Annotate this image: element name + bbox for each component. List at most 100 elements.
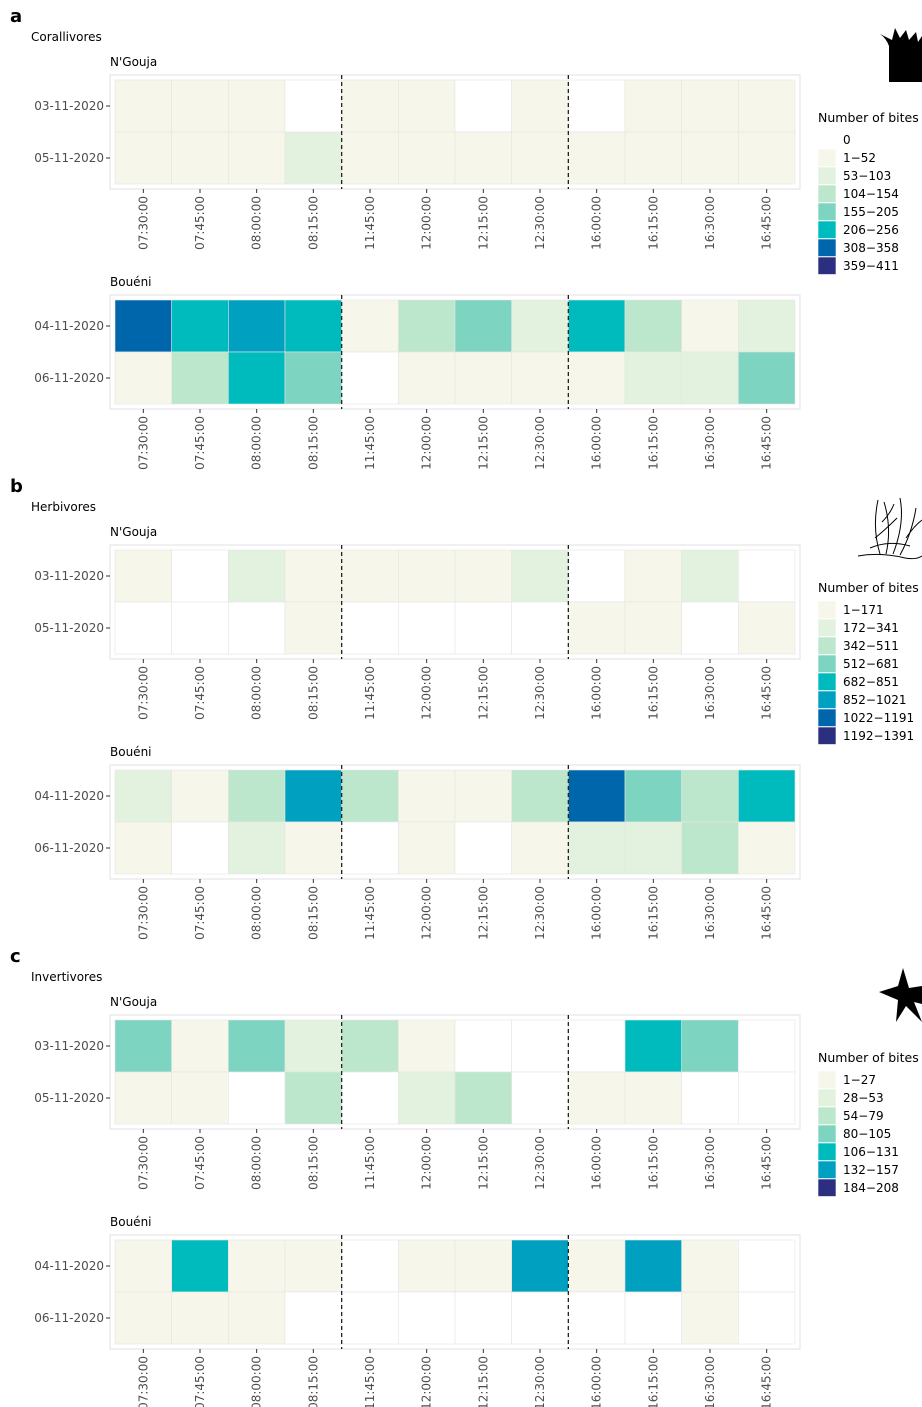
x-tick-label: 11:45:00 — [363, 416, 377, 470]
heatmap-cell — [454, 1019, 512, 1073]
heatmap-cell — [171, 1019, 229, 1073]
legend: Number of bites 0 1−52 53−103 104−154 155−205… — [817, 110, 919, 275]
heatmap-cell — [284, 1071, 342, 1125]
heatmap-cell — [624, 549, 682, 603]
legend-label: 106−131 — [843, 1145, 899, 1159]
heatmap-cell — [284, 1239, 342, 1293]
x-tick-label: 08:00:00 — [250, 666, 264, 720]
site-heatmap: Bouéni 04-11-2020 06-11-2020 07:30:00 07:45:… — [34, 275, 801, 470]
legend-label: 53−103 — [843, 169, 891, 183]
y-tick-label: 03-11-2020 — [34, 1039, 104, 1053]
legend-label: 1−27 — [843, 1073, 876, 1087]
heatmap-cell — [624, 131, 682, 185]
heatmap-cell — [511, 351, 569, 405]
legend-key — [817, 654, 837, 673]
x-tick-label: 16:30:00 — [703, 1356, 717, 1407]
x-tick-label: 07:45:00 — [193, 886, 207, 940]
x-tick-label: 16:45:00 — [760, 196, 774, 250]
heatmap-cell — [738, 299, 796, 353]
legend-key — [817, 690, 837, 709]
legend-key — [817, 166, 837, 185]
heatmap-cell — [738, 131, 796, 185]
heatmap-cell — [341, 549, 399, 603]
y-tick-label: 05-11-2020 — [34, 1091, 104, 1105]
site-title: N'Gouja — [110, 525, 157, 539]
heatmap-cell — [398, 1071, 456, 1125]
site-title: Bouéni — [110, 275, 152, 289]
heatmap-cell — [284, 549, 342, 603]
heatmap-cell — [398, 299, 456, 353]
x-tick-label: 16:00:00 — [590, 416, 604, 470]
legend-label: 1022−1191 — [843, 711, 914, 725]
y-tick-label: 03-11-2020 — [34, 99, 104, 113]
heatmap-cell — [228, 601, 286, 655]
x-tick-label: 12:15:00 — [476, 666, 490, 720]
heatmap-cell — [284, 299, 342, 353]
heatmap-cell — [624, 601, 682, 655]
heatmap-cell — [114, 1071, 172, 1125]
x-tick-label: 08:15:00 — [306, 416, 320, 470]
heatmap-cell — [341, 351, 399, 405]
heatmap-cell — [171, 601, 229, 655]
x-tick-label: 16:45:00 — [760, 416, 774, 470]
x-tick-label: 12:30:00 — [533, 196, 547, 250]
x-tick-label: 12:30:00 — [533, 416, 547, 470]
x-tick-label: 08:15:00 — [306, 886, 320, 940]
heatmap-cell — [454, 601, 512, 655]
heatmap-cell — [454, 79, 512, 133]
panel-letter: b — [10, 476, 23, 497]
legend-label: 80−105 — [843, 1127, 891, 1141]
x-tick-label: 07:30:00 — [136, 1356, 150, 1407]
heatmap-cell — [114, 1019, 172, 1073]
heatmap-cell — [228, 549, 286, 603]
heatmap-cell — [454, 1071, 512, 1125]
heatmap-cell — [738, 79, 796, 133]
heatmap-cell — [624, 351, 682, 405]
heatmap-cell — [738, 1291, 796, 1345]
site-heatmap: N'Gouja 03-11-2020 05-11-2020 07:30:00 07:45… — [34, 525, 801, 720]
heatmap-cell — [568, 1291, 626, 1345]
x-tick-label: 16:15:00 — [646, 416, 660, 470]
x-tick-label: 16:45:00 — [760, 1356, 774, 1407]
x-tick-label: 16:30:00 — [703, 196, 717, 250]
legend-key — [817, 1088, 837, 1107]
x-tick-label: 12:30:00 — [533, 666, 547, 720]
heatmap-cell — [341, 1291, 399, 1345]
heatmap-cell — [341, 131, 399, 185]
heatmap-cell — [681, 1291, 739, 1345]
heatmap-cell — [228, 1239, 286, 1293]
x-tick-label: 12:00:00 — [420, 416, 434, 470]
heatmap-cell — [738, 821, 796, 875]
legend-label: 1192−1391 — [843, 729, 914, 743]
legend-label: 54−79 — [843, 1109, 884, 1123]
heatmap-cell — [114, 79, 172, 133]
legend-label: 682−851 — [843, 675, 899, 689]
heatmap-cell — [398, 351, 456, 405]
heatmap-cell — [284, 601, 342, 655]
heatmap-cell — [284, 1291, 342, 1345]
heatmap-cell — [568, 549, 626, 603]
x-tick-label: 12:00:00 — [420, 886, 434, 940]
x-tick-label: 12:15:00 — [476, 196, 490, 250]
heatmap-cell — [738, 601, 796, 655]
heatmap-cell — [738, 1071, 796, 1125]
x-tick-label: 16:15:00 — [646, 1136, 660, 1190]
heatmap-cell — [228, 1291, 286, 1345]
legend-label: 852−1021 — [843, 693, 907, 707]
heatmap-cell — [228, 299, 286, 353]
y-tick-label: 04-11-2020 — [34, 789, 104, 803]
site-title: Bouéni — [110, 1215, 152, 1229]
legend-key — [817, 726, 837, 745]
x-tick-label: 16:00:00 — [590, 886, 604, 940]
heatmap-cell — [114, 1239, 172, 1293]
legend-key — [817, 672, 837, 691]
y-tick-label: 03-11-2020 — [34, 569, 104, 583]
heatmap-cell — [171, 549, 229, 603]
heatmap-cell — [511, 299, 569, 353]
heatmap-cell — [228, 1019, 286, 1073]
legend-key — [817, 148, 837, 167]
heatmap-cell — [624, 821, 682, 875]
heatmap-cell — [114, 131, 172, 185]
heatmap-cell — [624, 1019, 682, 1073]
heatmap-cell — [568, 769, 626, 823]
